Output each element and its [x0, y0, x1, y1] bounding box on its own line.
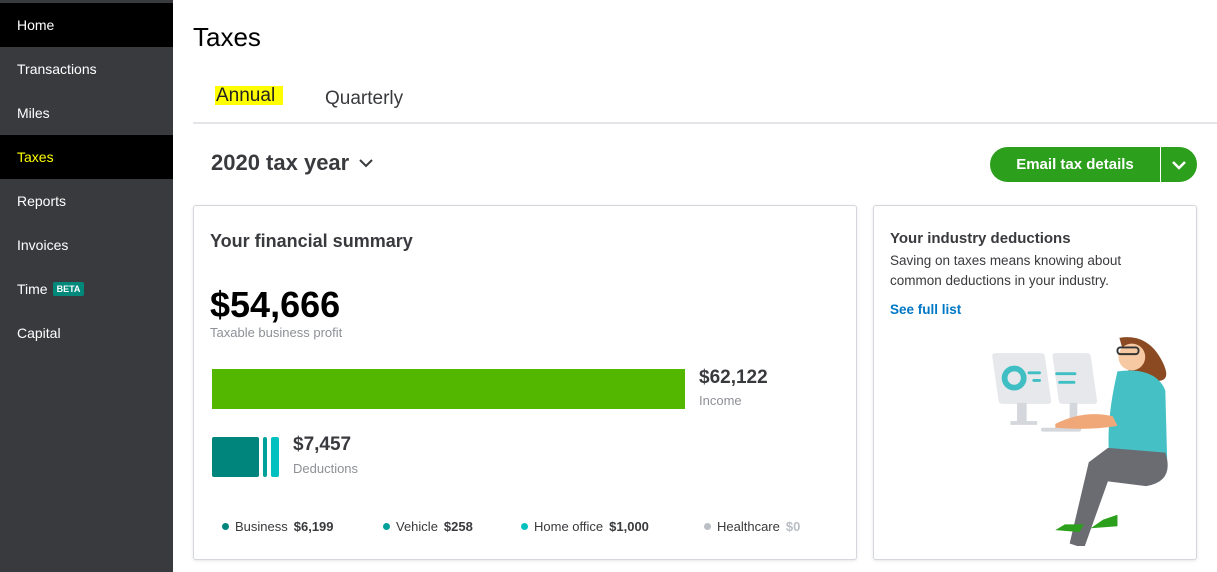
legend-label: Vehicle — [396, 519, 438, 534]
page-title: Taxes — [193, 22, 261, 52]
label: Capital — [17, 325, 61, 341]
home-office-deduction-bar — [271, 437, 279, 477]
dot-icon — [222, 523, 229, 530]
email-options-dropdown[interactable] — [1161, 147, 1197, 182]
sidebar-item-time[interactable]: Time BETA — [0, 267, 173, 311]
legend-vehicle: Vehicle $258 — [383, 519, 473, 534]
sidebar-item-reports[interactable]: Reports — [0, 179, 173, 223]
dot-icon — [704, 523, 711, 530]
dot-icon — [521, 523, 528, 530]
industry-deductions-card: Your industry deductions Saving on taxes… — [873, 205, 1197, 560]
deductions-value: $7,457 — [293, 434, 352, 455]
sidebar: Home Transactions Miles Taxes Reports In… — [0, 0, 173, 572]
chevron-down-icon — [1172, 160, 1186, 170]
label: Time — [17, 281, 48, 297]
legend-label: Business — [235, 519, 288, 534]
sidebar-item-taxes[interactable]: Taxes — [0, 135, 173, 179]
sidebar-item-home[interactable]: Home — [0, 3, 173, 47]
tab-annual[interactable]: Annual — [215, 86, 284, 105]
legend-home-office: Home office $1,000 — [521, 519, 649, 534]
sidebar-item-miles[interactable]: Miles — [0, 91, 173, 135]
profit-value: $54,666 — [210, 284, 341, 325]
card-title: Your financial summary — [210, 231, 413, 251]
income-bar — [212, 369, 685, 409]
sidebar-item-invoices[interactable]: Invoices — [0, 223, 173, 267]
legend-healthcare: Healthcare $0 — [704, 519, 800, 534]
woman-at-computer-illustration — [992, 337, 1168, 546]
business-deduction-bar — [212, 437, 259, 477]
card-title: Your industry deductions — [890, 230, 1071, 247]
tax-year-label: 2020 tax year — [211, 150, 350, 175]
financial-summary-card: Your financial summary $54,666 Taxable b… — [193, 205, 857, 560]
legend-value: $6,199 — [293, 519, 334, 534]
legend-value: $1,000 — [609, 519, 649, 534]
label: Home — [17, 17, 55, 33]
email-tax-details-button: Email tax details — [990, 147, 1197, 182]
legend-label: Healthcare — [717, 519, 780, 534]
see-full-list-link[interactable]: See full list — [890, 302, 962, 317]
tax-year-dropdown[interactable]: 2020 tax year — [211, 150, 373, 176]
legend-value: $0 — [785, 519, 801, 534]
card-description: Saving on taxes means knowing about comm… — [890, 253, 1122, 288]
legend-business: Business $6,199 — [222, 519, 334, 534]
label: Transactions — [17, 61, 97, 77]
label: Taxes — [17, 149, 54, 165]
chevron-down-icon — [359, 159, 373, 168]
profit-label: Taxable business profit — [210, 325, 343, 340]
deductions-label: Deductions — [293, 461, 359, 476]
tab-divider — [193, 122, 1217, 124]
sidebar-item-transactions[interactable]: Transactions — [0, 47, 173, 91]
income-label: Income — [699, 393, 742, 408]
vehicle-deduction-bar — [263, 437, 267, 477]
tab-quarterly[interactable]: Quarterly — [325, 88, 404, 109]
label: Miles — [17, 105, 50, 121]
label: Invoices — [17, 237, 69, 253]
legend-value: $258 — [443, 519, 473, 534]
label: Reports — [17, 193, 67, 209]
beta-badge: BETA — [52, 282, 85, 296]
dot-icon — [383, 523, 390, 530]
income-value: $62,122 — [699, 367, 768, 388]
sidebar-item-capital[interactable]: Capital — [0, 311, 173, 355]
legend-label: Home office — [534, 519, 604, 534]
email-tax-details-main[interactable]: Email tax details — [990, 147, 1161, 182]
